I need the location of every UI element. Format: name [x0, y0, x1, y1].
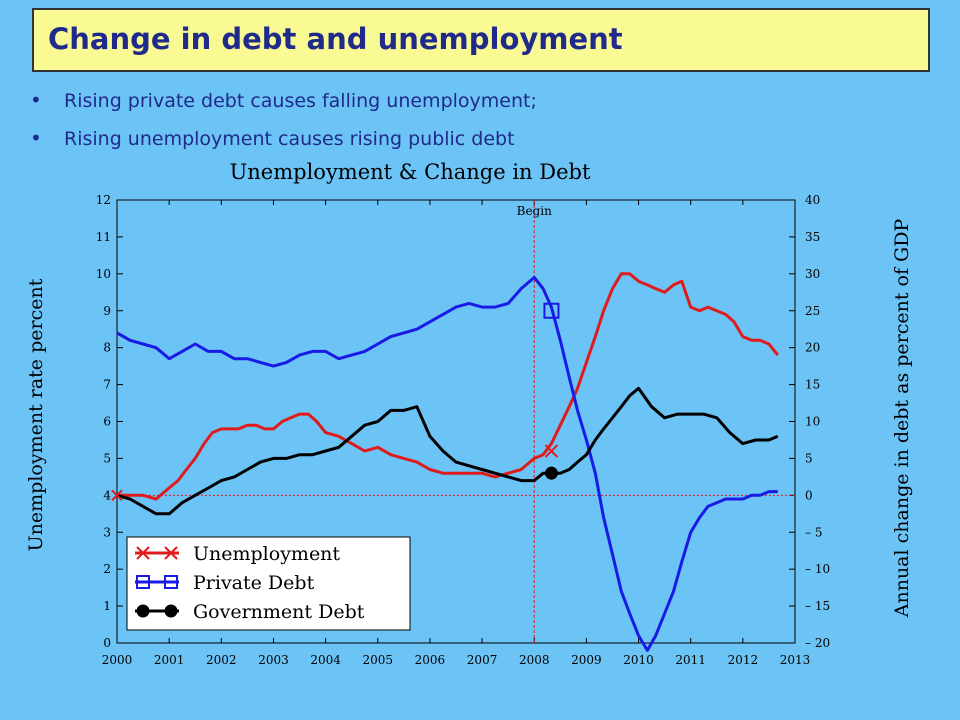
x-tick-label: 2010	[623, 653, 654, 667]
legend-private-debt-icon	[136, 575, 150, 589]
unemployment-line	[117, 272, 779, 501]
unemployment-start-marker	[111, 489, 123, 502]
legend-label: Government Debt	[193, 601, 365, 623]
private-debt-line	[116, 276, 778, 652]
y-tick-label: 3	[103, 525, 111, 539]
y-tick-label: 4	[103, 488, 111, 502]
government-debt-line	[116, 386, 779, 516]
x-tick-label: 2009	[571, 653, 602, 667]
y2-tick-label: 10	[805, 415, 820, 429]
unemployment-marker	[544, 444, 559, 458]
x-tick-label: 2003	[258, 653, 289, 667]
y2-tick-label: 0	[805, 488, 813, 502]
x-tick-label: 2012	[728, 653, 759, 667]
y-tick-label: 12	[96, 193, 111, 207]
y2-tick-label: 30	[805, 267, 820, 281]
y-tick-label: 11	[96, 230, 111, 244]
x-tick-label: 2007	[467, 653, 498, 667]
y2-tick-label: 35	[805, 230, 820, 244]
government-debt-marker	[544, 466, 558, 480]
x-tick-label: 2013	[780, 653, 811, 667]
x-tick-label: 2006	[415, 653, 446, 667]
legend-unemployment-icon	[136, 546, 150, 560]
x-tick-label: 2004	[310, 653, 341, 667]
legend-unemployment-icon	[164, 546, 178, 560]
y-tick-label: 0	[103, 636, 111, 650]
y-tick-label: 10	[96, 267, 111, 281]
slide-title-box: Change in debt and unemployment	[32, 8, 930, 72]
x-tick-label: 2005	[362, 653, 393, 667]
x-tick-label: 2002	[206, 653, 237, 667]
bullet-text: Rising private debt causes falling unemp…	[64, 90, 537, 112]
x-tick-label: 2001	[154, 653, 185, 667]
y2-tick-label: 5	[805, 451, 813, 465]
bullet-item: • Rising unemployment causes rising publi…	[30, 121, 537, 159]
bullet-text: Rising unemployment causes rising public…	[64, 128, 515, 150]
y-tick-label: 6	[103, 415, 111, 429]
x-tick-label: 2011	[675, 653, 706, 667]
begin-label: Begin	[517, 204, 552, 218]
legend-label: Unemployment	[193, 543, 340, 565]
bullet-list: • Rising private debt causes falling unem…	[30, 83, 537, 159]
y-tick-label: 5	[103, 451, 111, 465]
y2-tick-label: – 5	[805, 525, 822, 539]
private-debt-marker	[543, 302, 560, 319]
y2-tick-label: – 20	[805, 636, 830, 650]
y2-tick-label: 40	[805, 193, 820, 207]
legend-government-debt-icon	[164, 604, 178, 618]
legend-label: Private Debt	[193, 572, 315, 594]
y-tick-label: 1	[103, 599, 111, 613]
bullet-dot-icon: •	[30, 126, 42, 150]
y2-tick-label: 20	[805, 341, 820, 355]
y2-tick-label: – 15	[805, 599, 830, 613]
y2-tick-label: 25	[805, 304, 820, 318]
bullet-dot-icon: •	[30, 88, 42, 112]
x-tick-label: 2000	[102, 653, 133, 667]
bullet-item: • Rising private debt causes falling unem…	[30, 83, 537, 121]
legend-government-debt-icon	[136, 604, 150, 618]
x-tick-label: 2008	[519, 653, 550, 667]
y-tick-label: 7	[103, 378, 111, 392]
y2-tick-label: 15	[805, 378, 820, 392]
chart-title: Unemployment & Change in Debt	[230, 160, 591, 184]
y-axis-label: Unemployment rate percent	[25, 278, 47, 551]
y2-axis-label: Annual change in debt as percent of GDP	[891, 219, 913, 619]
y-tick-label: 2	[103, 562, 111, 576]
y-tick-label: 9	[103, 304, 111, 318]
y-tick-label: 8	[103, 341, 111, 355]
slide-title: Change in debt and unemployment	[48, 22, 623, 56]
y2-tick-label: – 10	[805, 562, 830, 576]
legend-private-debt-icon	[164, 575, 178, 589]
